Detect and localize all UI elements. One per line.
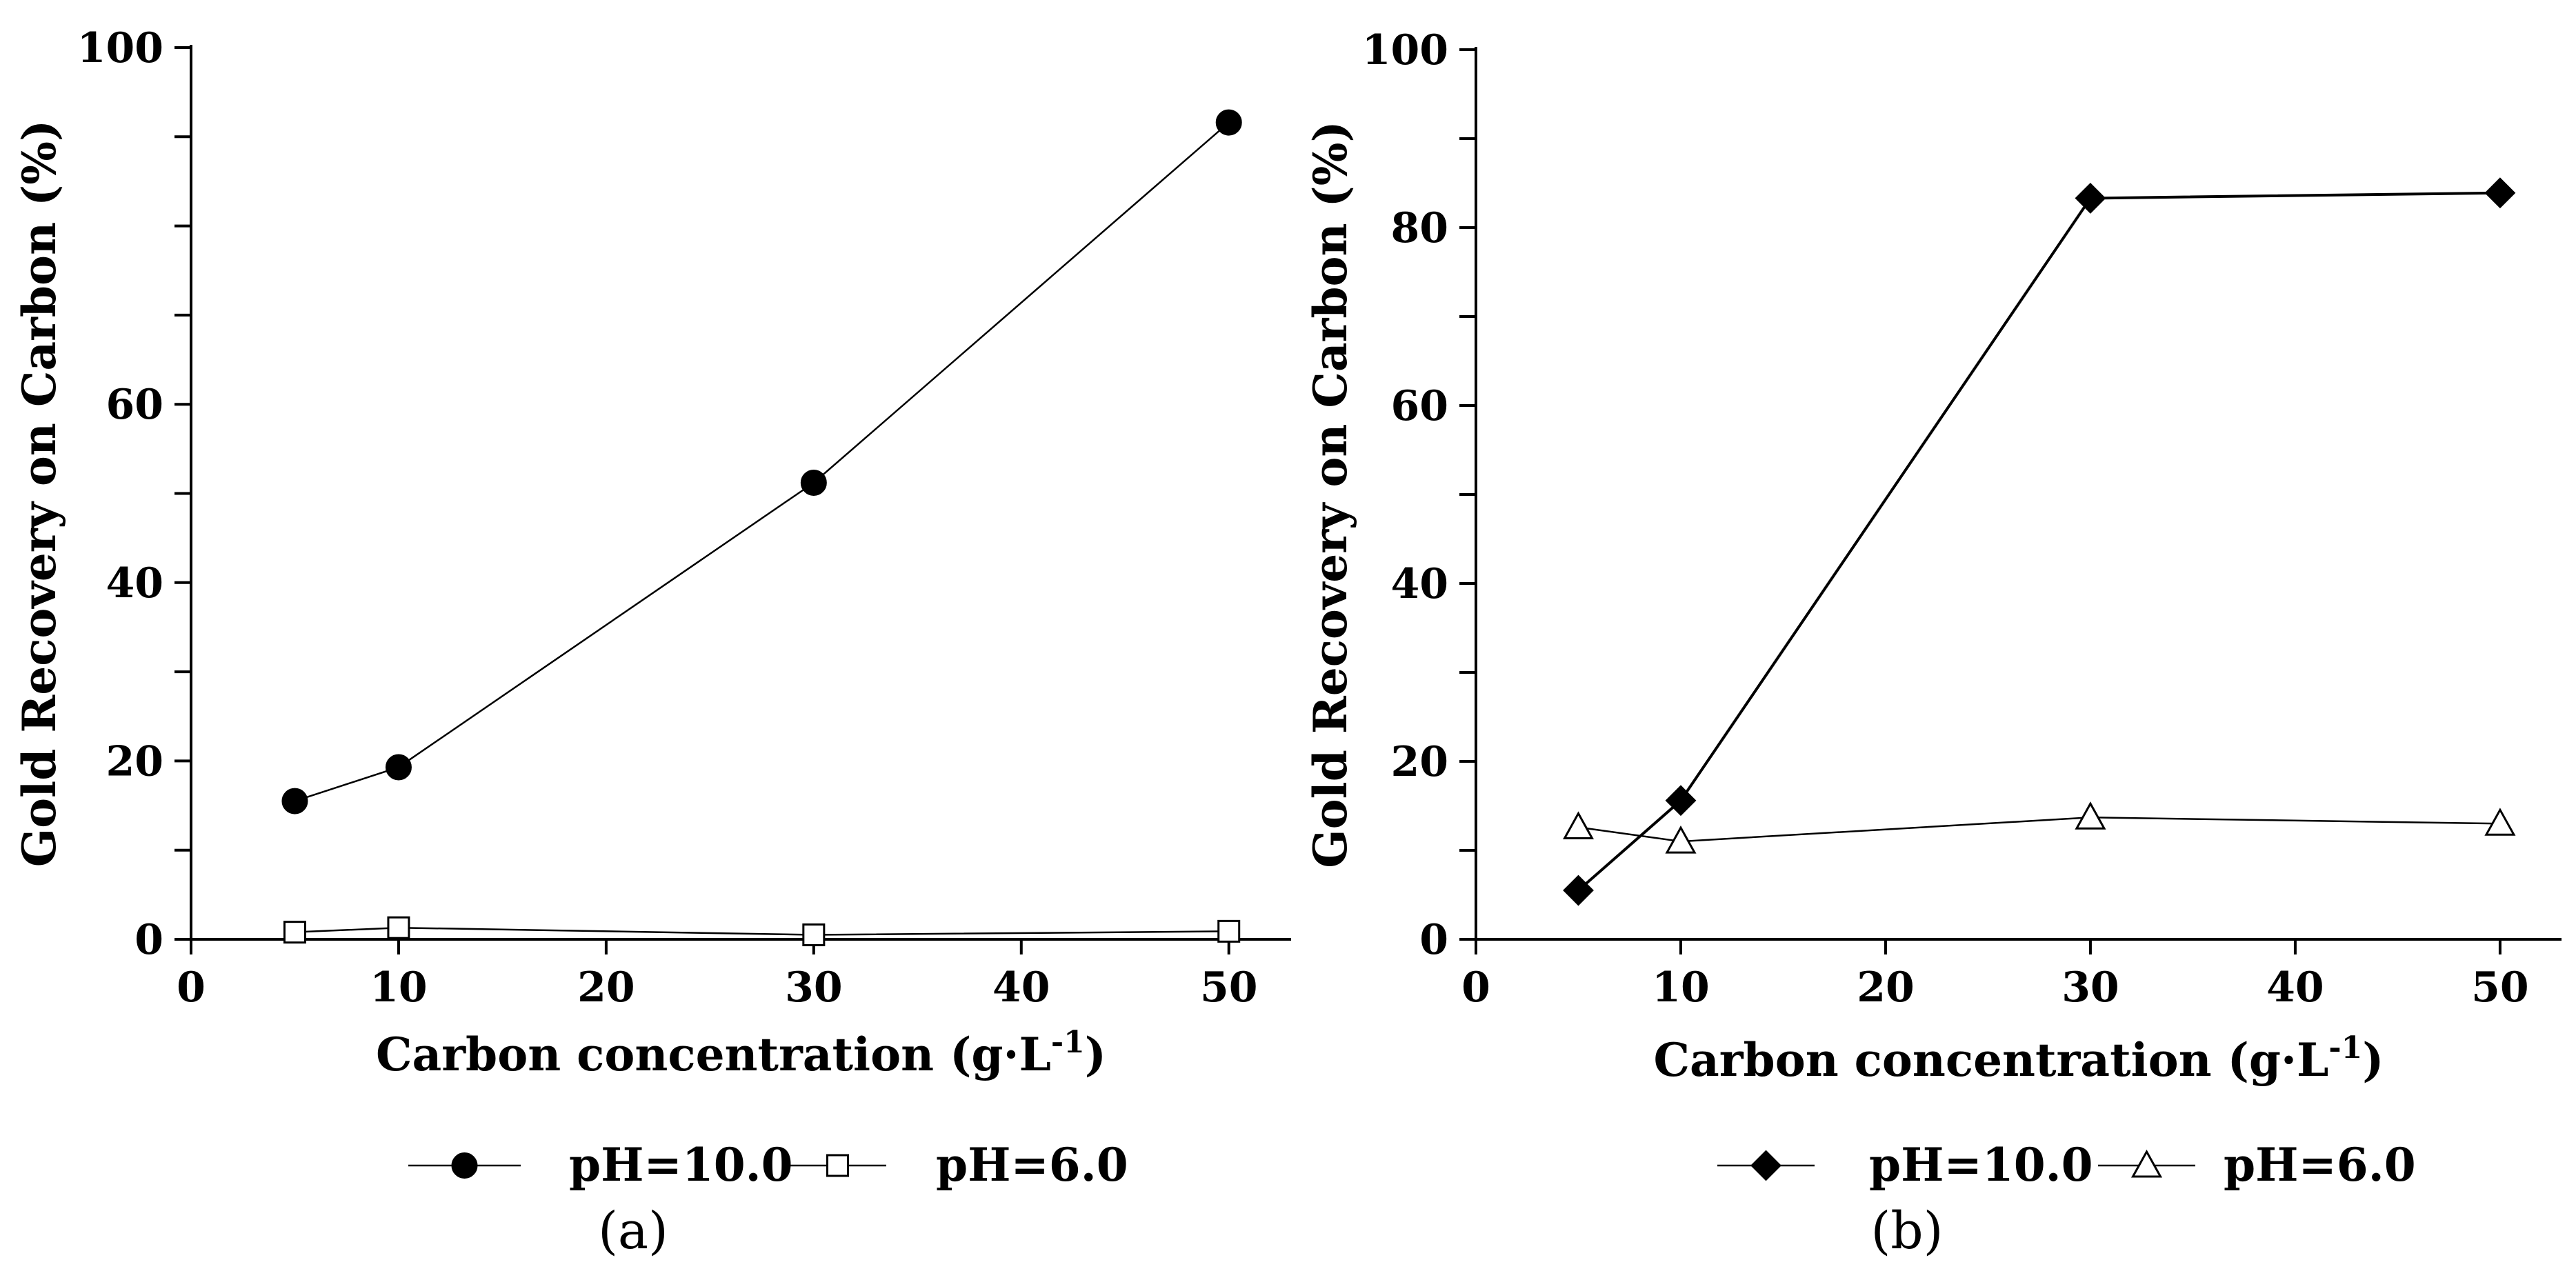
y-tick-label: 20 (1391, 738, 1449, 786)
legend-marker (826, 1154, 849, 1177)
data-point (2075, 801, 2106, 830)
x-tick-label: 30 (785, 963, 843, 1012)
panel-label: (a) (598, 1201, 668, 1261)
x-axis-label: Carbon concentration (g·L-1) (1653, 1030, 2384, 1087)
y-tick-label: 0 (134, 916, 163, 964)
data-point (385, 754, 412, 781)
x-axis-label-main: Carbon concentration (g·L (376, 1028, 1051, 1081)
series-line (1578, 817, 2500, 843)
data-point (800, 469, 827, 496)
series-line (294, 926, 1229, 936)
series-line (1577, 191, 2500, 892)
y-tick-label: 40 (106, 559, 164, 608)
data-point (1215, 109, 1242, 136)
legend: pH=10.0 pH=6.0 (408, 1138, 1128, 1192)
series-line (294, 121, 1230, 802)
x-tick-label: 50 (1200, 963, 1258, 1012)
legend-marker (1750, 1150, 1781, 1181)
data-point (387, 916, 410, 939)
y-axis-label: Gold Recovery on Carbon (%) (12, 120, 66, 867)
data-point (2484, 177, 2516, 209)
x-tick-label: 20 (577, 963, 635, 1012)
x-axis-label: Carbon concentration (g·L-1) (376, 1025, 1106, 1081)
data-point (281, 788, 308, 814)
x-tick-label: 10 (370, 963, 428, 1012)
x-tick-label: 40 (992, 963, 1050, 1012)
y-tick-label: 40 (1391, 560, 1449, 608)
y-tick-label: 60 (106, 381, 164, 429)
x-tick-label: 20 (1857, 963, 1915, 1012)
y-axis-label: Gold Recovery on Carbon (%) (1304, 121, 1357, 868)
data-point (1665, 826, 1697, 854)
panel-label: (b) (1870, 1201, 1943, 1261)
legend: pH=10.0 pH=6.0 (1717, 1138, 2416, 1192)
legend-label: pH=6.0 (936, 1138, 1128, 1192)
data-point (2484, 808, 2516, 836)
data-point (802, 923, 826, 947)
x-axis-label-main: Carbon concentration (g·L (1653, 1033, 2328, 1087)
data-point (2075, 183, 2106, 214)
x-axis-label-close: ) (1085, 1028, 1106, 1081)
legend-marker (451, 1152, 478, 1179)
x-tick-label: 0 (177, 963, 206, 1012)
data-point (283, 921, 306, 944)
x-axis-label-sup: -1 (1051, 1025, 1085, 1060)
legend-marker (2130, 1149, 2163, 1178)
legend-label: pH=10.0 (1869, 1138, 2093, 1192)
series-pH=6.0 (283, 916, 1241, 947)
x-axis-label-sup: -1 (2328, 1030, 2362, 1066)
x-axis-label-close: ) (2362, 1033, 2384, 1087)
legend-label: pH=6.0 (2224, 1138, 2416, 1192)
x-tick-label: 50 (2471, 963, 2529, 1012)
y-tick-label: 0 (1419, 916, 1448, 964)
data-point (1665, 785, 1697, 817)
series-pH=6.0 (1562, 801, 2516, 854)
x-tick-label: 40 (2266, 963, 2324, 1012)
y-tick-label: 100 (1362, 26, 1448, 74)
data-point (1562, 811, 1595, 839)
legend-label: pH=10.0 (569, 1138, 793, 1192)
x-tick-label: 30 (2061, 963, 2119, 1012)
x-tick-label: 10 (1652, 963, 1710, 1012)
x-tick-label: 0 (1461, 963, 1490, 1012)
data-point (1563, 874, 1594, 906)
y-tick-label: 20 (106, 737, 164, 786)
y-tick-label: 80 (1391, 204, 1449, 252)
data-point (1217, 919, 1241, 943)
y-tick-label: 100 (77, 24, 163, 72)
series-pH=10.0 (281, 109, 1242, 814)
y-tick-label: 60 (1391, 382, 1449, 430)
series-pH=10.0 (1563, 177, 2516, 906)
